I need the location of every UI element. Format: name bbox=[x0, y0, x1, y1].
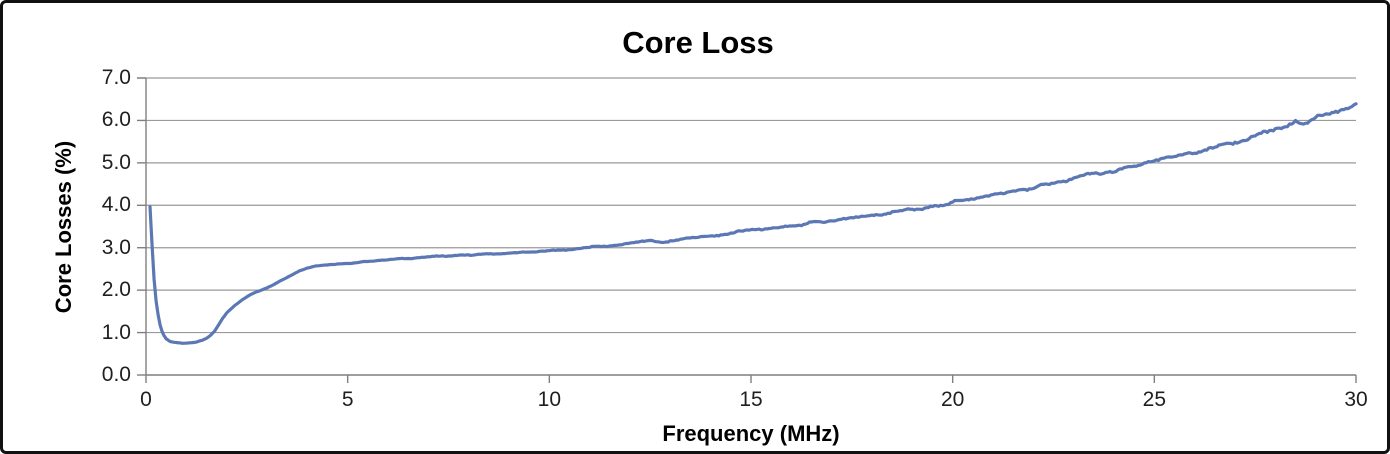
y-tick-label: 6.0 bbox=[101, 108, 131, 132]
x-axis-title: Frequency (MHz) bbox=[662, 421, 840, 446]
chart-title: Core Loss bbox=[622, 25, 774, 60]
y-tick-label: 0.0 bbox=[101, 363, 131, 386]
plot-area bbox=[137, 77, 1358, 383]
y-tick-label: 5.0 bbox=[101, 150, 131, 174]
y-tick-label: 2.0 bbox=[101, 278, 131, 302]
x-tick-label: 15 bbox=[739, 388, 763, 411]
core-loss-line bbox=[148, 102, 1358, 345]
y-tick-label: 7.0 bbox=[101, 66, 131, 89]
x-tick-label: 5 bbox=[341, 388, 354, 411]
x-tick-label: 30 bbox=[1344, 388, 1368, 411]
y-axis-title: Core Losses (%) bbox=[51, 140, 76, 313]
y-tick-label: 4.0 bbox=[101, 193, 131, 217]
y-tick-label: 1.0 bbox=[101, 320, 131, 344]
x-tick-label: 25 bbox=[1142, 388, 1166, 411]
x-tick-label: 20 bbox=[940, 388, 965, 411]
x-tick-label: 0 bbox=[140, 388, 152, 411]
x-tick-label: 10 bbox=[537, 388, 561, 411]
y-tick-label: 3.0 bbox=[101, 235, 131, 259]
